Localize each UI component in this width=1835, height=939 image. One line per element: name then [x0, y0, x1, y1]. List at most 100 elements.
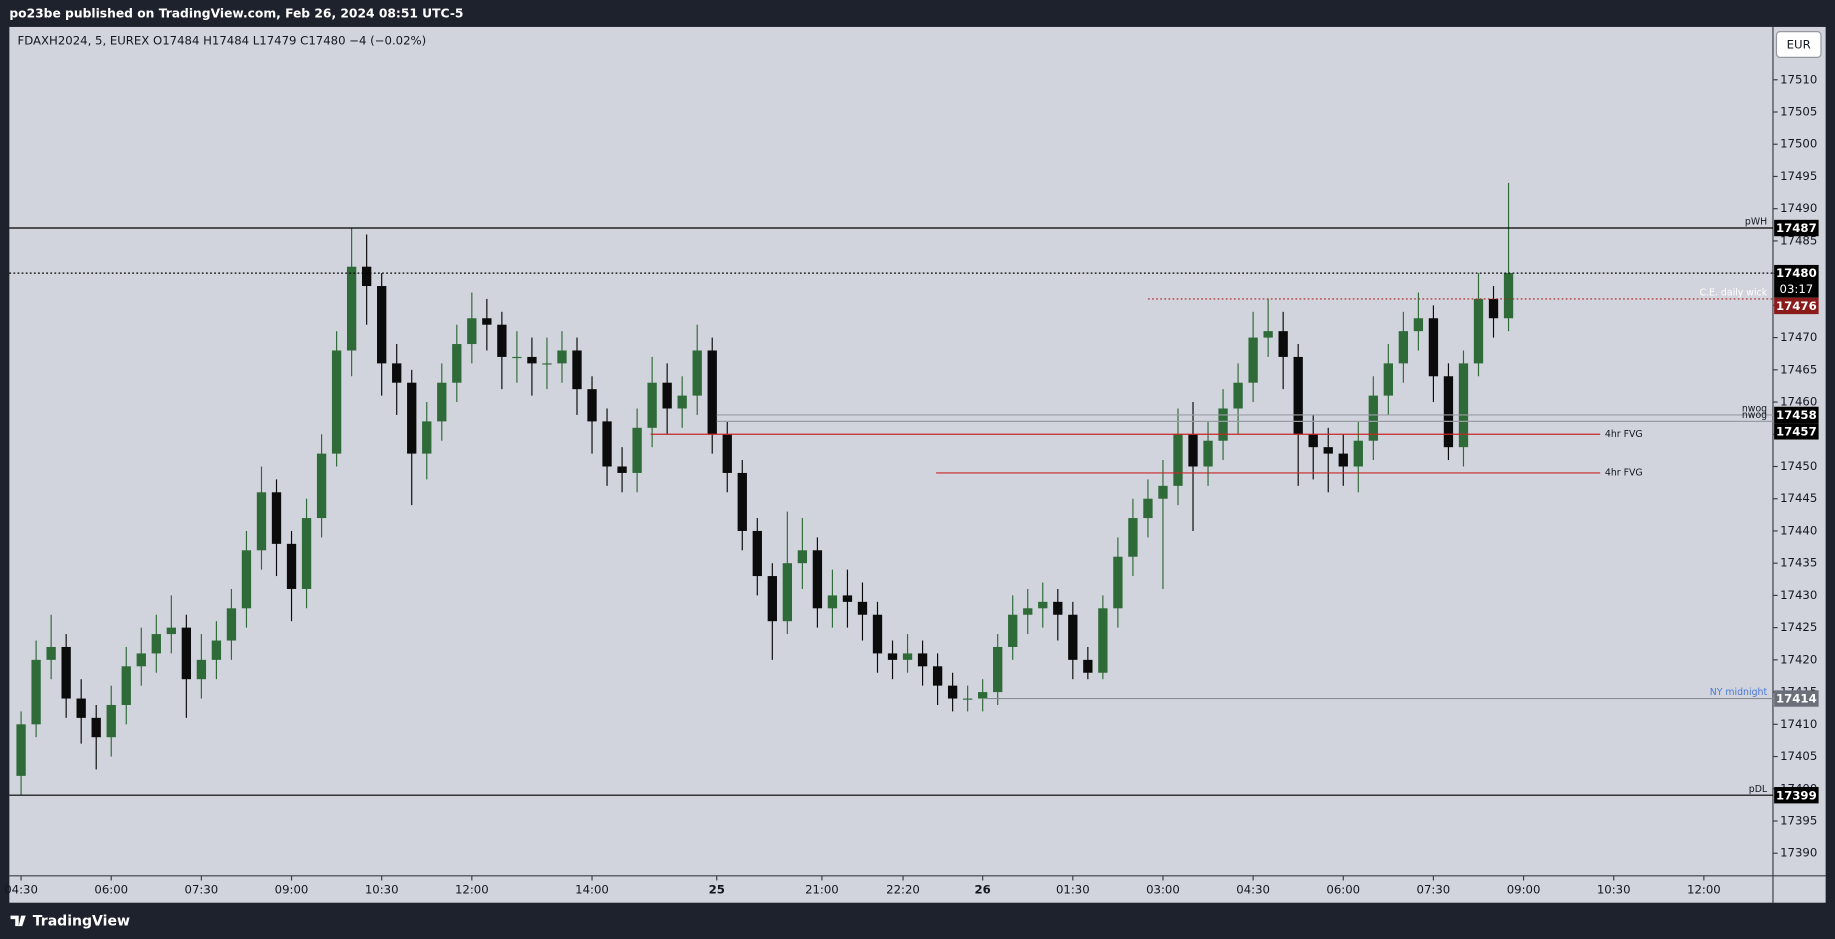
candle-body: [1413, 318, 1424, 332]
x-tick-label: 12:00: [1687, 882, 1721, 896]
y-tick-label: 17420: [1780, 652, 1817, 666]
candle-body: [316, 453, 327, 519]
price-box: [1774, 297, 1819, 315]
candle-body: [1143, 498, 1153, 519]
candle-body: [482, 318, 492, 325]
candle-body: [662, 382, 672, 409]
level-label: 4hr FVG: [1605, 467, 1643, 478]
candle-body: [692, 350, 702, 396]
candle-body: [962, 698, 973, 700]
x-tick-label: 21:00: [805, 882, 839, 896]
candle-body: [707, 350, 717, 435]
candle-body: [467, 318, 477, 345]
y-tick-label: 17460: [1780, 395, 1817, 409]
candle-body: [527, 356, 537, 364]
candle-body: [166, 627, 176, 635]
level-label: pWH: [1745, 217, 1767, 228]
y-tick-label: 17500: [1780, 137, 1817, 151]
candle-body: [301, 518, 312, 589]
candle-body: [1008, 614, 1018, 647]
level-label: NY midnight: [1710, 687, 1768, 698]
candle-body: [1203, 440, 1213, 467]
y-tick-label: 17445: [1780, 491, 1817, 505]
x-tick-label: 06:00: [1326, 882, 1360, 896]
candle-body: [331, 350, 342, 454]
candle-body: [872, 614, 883, 654]
price-box: [1774, 406, 1819, 424]
footer-brand: TradingView: [33, 913, 130, 929]
price-box-label: 17487: [1776, 221, 1817, 235]
x-tick-label: 12:00: [455, 882, 489, 896]
candle-body: [121, 666, 131, 705]
candle-body: [1338, 453, 1348, 467]
candle-body: [797, 550, 808, 564]
candle-body: [1218, 408, 1228, 441]
candle-body: [181, 627, 192, 680]
candle-body: [752, 530, 762, 577]
price-box-label: 17480: [1776, 266, 1817, 280]
x-tick-label: 09:00: [275, 882, 309, 896]
candle-body: [1263, 331, 1273, 338]
candle-body: [1248, 337, 1258, 383]
candle-body: [1128, 518, 1138, 557]
x-tick-label: 09:00: [1507, 882, 1541, 896]
candle-body: [827, 595, 838, 609]
candle-body: [31, 659, 41, 725]
candle-body: [1278, 331, 1288, 357]
publish-header: po23be published on TradingView.com, Feb…: [9, 7, 463, 21]
y-tick-label: 17395: [1780, 813, 1817, 827]
y-tick-label: 17510: [1780, 72, 1817, 86]
candle-body: [136, 653, 146, 667]
candle-body: [512, 356, 522, 359]
price-box-label: 17399: [1776, 788, 1817, 802]
price-box: [1774, 423, 1819, 440]
candle-body: [452, 344, 462, 383]
currency-label[interactable]: EUR: [1787, 38, 1811, 52]
chart-area: [9, 26, 1826, 903]
candle-body: [647, 382, 657, 428]
candle-body: [1188, 434, 1198, 467]
candle-body: [1353, 440, 1363, 467]
logo-icon: [10, 915, 26, 927]
candle-body: [346, 266, 357, 351]
price-box: [1774, 264, 1819, 298]
candle-body: [932, 666, 943, 686]
y-tick-label: 17440: [1780, 523, 1817, 537]
candle-body: [1458, 363, 1469, 448]
candle-body: [1398, 331, 1409, 364]
x-tick-label: 10:30: [1597, 882, 1631, 896]
candle-body: [286, 543, 297, 589]
x-tick-label: 25: [709, 882, 725, 896]
currency-button[interactable]: [1775, 31, 1822, 58]
candle-body: [76, 698, 86, 718]
price-box: [1774, 787, 1819, 804]
candle-body: [497, 324, 507, 357]
y-tick-label: 17430: [1780, 588, 1817, 602]
candle-body: [151, 634, 161, 654]
candle-body: [947, 685, 958, 699]
x-tick-label: 03:00: [1146, 882, 1180, 896]
y-tick-label: 17485: [1780, 233, 1817, 247]
candle-body: [1173, 434, 1183, 486]
y-tick-label: 17410: [1780, 717, 1817, 731]
candle-body: [361, 266, 372, 287]
level-label: nwog: [1742, 410, 1767, 421]
candle-body: [1068, 614, 1078, 660]
candle-body: [857, 601, 868, 615]
candle-body: [1323, 447, 1333, 454]
candle-body: [782, 563, 793, 622]
y-tick-label: 17450: [1780, 459, 1817, 473]
candle-body: [1023, 608, 1033, 615]
x-tick-label: 01:30: [1056, 882, 1090, 896]
candle-body: [1428, 318, 1439, 377]
candle-body: [1113, 556, 1123, 609]
candle-body: [587, 389, 597, 422]
candle-body: [226, 608, 237, 641]
symbol-legend: FDAXH2024, 5, EUREX O17484 H17484 L17479…: [18, 33, 427, 47]
candle-body: [106, 704, 116, 738]
candle-body: [377, 286, 387, 364]
y-tick-label: 17495: [1780, 169, 1817, 183]
candle-body: [241, 550, 252, 609]
candle-body: [1083, 659, 1093, 673]
